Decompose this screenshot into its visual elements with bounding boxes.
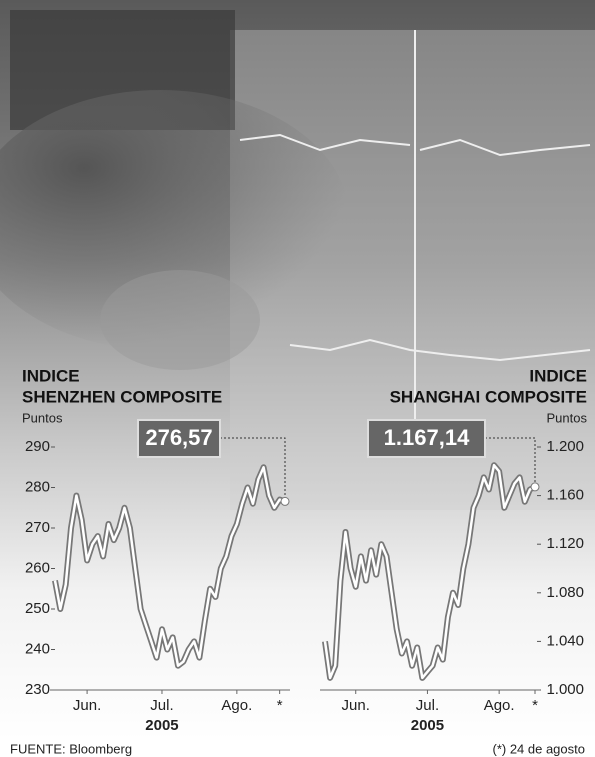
year-label: 2005 — [145, 717, 178, 734]
chart-subtitle: SHANGHAI COMPOSITE — [390, 387, 587, 406]
value-label: 1.167,14 — [384, 425, 470, 450]
y-tick-label: 260 — [25, 559, 50, 576]
y-tick-label: 250 — [25, 600, 50, 617]
y-axis-label: Puntos — [547, 410, 588, 425]
x-tick-label: Jul. — [416, 697, 439, 714]
x-tick-label: Ago. — [484, 697, 515, 714]
year-label: 2005 — [411, 717, 444, 734]
x-tick-label: Jun. — [73, 697, 101, 714]
background-photo — [0, 0, 595, 740]
y-tick-label: 240 — [25, 640, 50, 657]
x-tick-label: * — [277, 697, 283, 714]
x-tick-label: Ago. — [221, 697, 252, 714]
y-tick-label: 1.000 — [546, 681, 584, 698]
x-tick-label: Jul. — [150, 697, 173, 714]
source: FUENTE: Bloomberg — [10, 741, 132, 756]
chart-subtitle: SHENZHEN COMPOSITE — [22, 387, 222, 406]
y-tick-label: 280 — [25, 478, 50, 495]
value-label: 276,57 — [145, 425, 212, 450]
y-axis-label: Puntos — [22, 410, 63, 425]
y-tick-label: 290 — [25, 438, 50, 455]
y-tick-label: 1.040 — [546, 632, 584, 649]
x-tick-label: Jun. — [342, 697, 370, 714]
chart-title: INDICE — [529, 366, 587, 385]
infographic: FUENTE: Bloomberg (*) 24 de agosto INDIC… — [0, 0, 595, 757]
point — [281, 497, 289, 505]
footnote: (*) 24 de agosto — [492, 741, 585, 756]
y-tick-label: 230 — [25, 681, 50, 698]
chart-title: INDICE — [22, 366, 80, 385]
y-tick-label: 1.120 — [546, 535, 584, 552]
y-tick-label: 1.160 — [546, 487, 584, 504]
point — [531, 483, 539, 491]
y-tick-label: 270 — [25, 519, 50, 536]
x-tick-label: * — [532, 697, 538, 714]
y-tick-label: 1.080 — [546, 584, 584, 601]
y-tick-label: 1.200 — [546, 438, 584, 455]
